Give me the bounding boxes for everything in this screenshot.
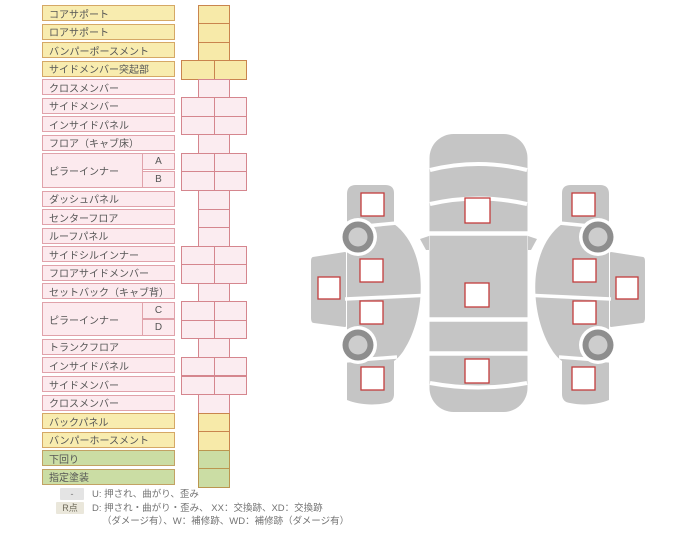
- damage-cell: [213, 319, 247, 340]
- part-label-text: コアサポート: [49, 9, 109, 21]
- part-label: ピラーインナー: [42, 301, 143, 337]
- damage-cell: [213, 60, 247, 80]
- part-label-text: インサイドパネル: [49, 120, 129, 132]
- damage-marker-box: [464, 197, 491, 224]
- panel-gap-line: [344, 293, 422, 301]
- part-label-text: バンパーホースメント: [49, 436, 149, 448]
- part-label-text: インサイドパネル: [49, 361, 129, 373]
- panel-gap-line: [429, 381, 528, 390]
- part-label-text: サイドメンバー: [49, 102, 119, 114]
- legend-badge-minus: -: [60, 488, 84, 500]
- damage-marker-box: [464, 358, 490, 384]
- part-label: ロアサポート: [42, 23, 175, 40]
- part-label: インサイドパネル: [42, 357, 175, 374]
- legend-text-r: D: 押され・曲がり・歪み、 XX：交換跡、XD：交換跡 （ダメージ有）、W：補…: [92, 503, 350, 527]
- legend-row-u: - U: 押され、曲がり、歪み: [56, 488, 349, 501]
- part-sub-label: B: [142, 170, 175, 188]
- part-label: サイドシルインナー: [42, 246, 175, 263]
- part-label-text: バンパーポースメント: [49, 46, 149, 58]
- part-label-text: ルーフパネル: [49, 232, 109, 244]
- damage-cell: [198, 468, 230, 488]
- part-label: クロスメンバー: [42, 394, 175, 411]
- damage-marker-box: [360, 192, 385, 217]
- damage-marker-box: [360, 366, 385, 391]
- part-label: 指定塗装: [42, 468, 175, 485]
- panel-gap-line: [429, 162, 528, 172]
- damage-marker-box: [571, 192, 596, 217]
- damage-marker-box: [359, 258, 384, 283]
- wheel-icon: [339, 326, 377, 364]
- part-label: サイドメンバー: [42, 376, 175, 393]
- top-body: [429, 134, 528, 412]
- part-label-text: サイドシルインナー: [49, 250, 139, 262]
- part-label: バンパーホースメント: [42, 431, 175, 448]
- damage-cell: [213, 171, 247, 191]
- part-label: ダッシュパネル: [42, 190, 175, 207]
- car-top-view: [420, 134, 537, 412]
- part-label: ピラーインナー: [42, 153, 143, 188]
- part-label-text: ダッシュパネル: [49, 195, 119, 207]
- part-label: 下回り: [42, 450, 175, 467]
- damage-marker-box: [317, 276, 341, 300]
- legend-row-r: R点 D: 押され・曲がり・歪み、 XX：交換跡、XD：交換跡 （ダメージ有）、…: [56, 502, 349, 528]
- part-label-text: バックパネル: [49, 417, 109, 429]
- part-label: フロアサイドメンバー: [42, 264, 175, 281]
- part-label: センターフロア: [42, 209, 175, 226]
- part-sub-label: A: [142, 153, 175, 171]
- legend: - U: 押され、曲がり、歪み R点 D: 押され・曲がり・歪み、 XX：交換跡…: [56, 488, 349, 529]
- part-label: コアサポート: [42, 5, 175, 22]
- part-label-text: トランクフロア: [49, 343, 119, 355]
- damage-cell: [213, 375, 247, 396]
- part-label-text: セットバック（キャブ背）: [49, 287, 169, 299]
- part-label-text: 指定塗装: [49, 473, 89, 485]
- part-label-text: フロアサイドメンバー: [49, 269, 149, 281]
- part-label: バックパネル: [42, 413, 175, 430]
- part-label: フロア（キャブ床）: [42, 134, 175, 151]
- part-label: セットバック（キャブ背）: [42, 283, 175, 300]
- damage-marker-box: [572, 258, 597, 283]
- damage-marker-box: [572, 300, 597, 325]
- part-label-text: ロアサポート: [49, 28, 109, 40]
- part-label: サイドメンバー: [42, 97, 175, 114]
- part-label-text: クロスメンバー: [49, 83, 119, 95]
- damage-marker-box: [464, 282, 490, 308]
- part-label: ルーフパネル: [42, 227, 175, 244]
- part-label: トランクフロア: [42, 338, 175, 355]
- part-label-text: ピラーインナー: [49, 315, 119, 327]
- part-sub-label: D: [142, 319, 175, 337]
- part-label-text: センターフロア: [49, 213, 119, 225]
- part-label-text: クロスメンバー: [49, 399, 119, 411]
- part-label-text: ピラーインナー: [49, 167, 119, 179]
- legend-badge-rten: R点: [56, 502, 84, 514]
- part-label: クロスメンバー: [42, 79, 175, 96]
- mirror-left-icon: [420, 236, 429, 250]
- part-label-text: サイドメンバー突起部: [49, 65, 149, 77]
- damage-marker-box: [615, 276, 639, 300]
- part-label: バンパーポースメント: [42, 42, 175, 59]
- part-sub-label: C: [142, 301, 175, 319]
- damage-marker-box: [359, 300, 384, 325]
- part-label-text: フロア（キャブ床）: [49, 139, 139, 151]
- part-label: インサイドパネル: [42, 116, 175, 133]
- part-label-text: 下回り: [49, 454, 79, 466]
- car-side-view-left: [311, 185, 422, 405]
- legend-text-u: U: 押され、曲がり、歪み: [92, 489, 199, 500]
- damage-marker-box: [571, 366, 596, 391]
- wheel-icon: [339, 218, 377, 256]
- damage-cell: [213, 264, 247, 284]
- part-label-text: サイドメンバー: [49, 380, 119, 392]
- part-label: サイドメンバー突起部: [42, 60, 175, 77]
- mirror-right-icon: [528, 236, 537, 250]
- damage-cell: [213, 115, 247, 136]
